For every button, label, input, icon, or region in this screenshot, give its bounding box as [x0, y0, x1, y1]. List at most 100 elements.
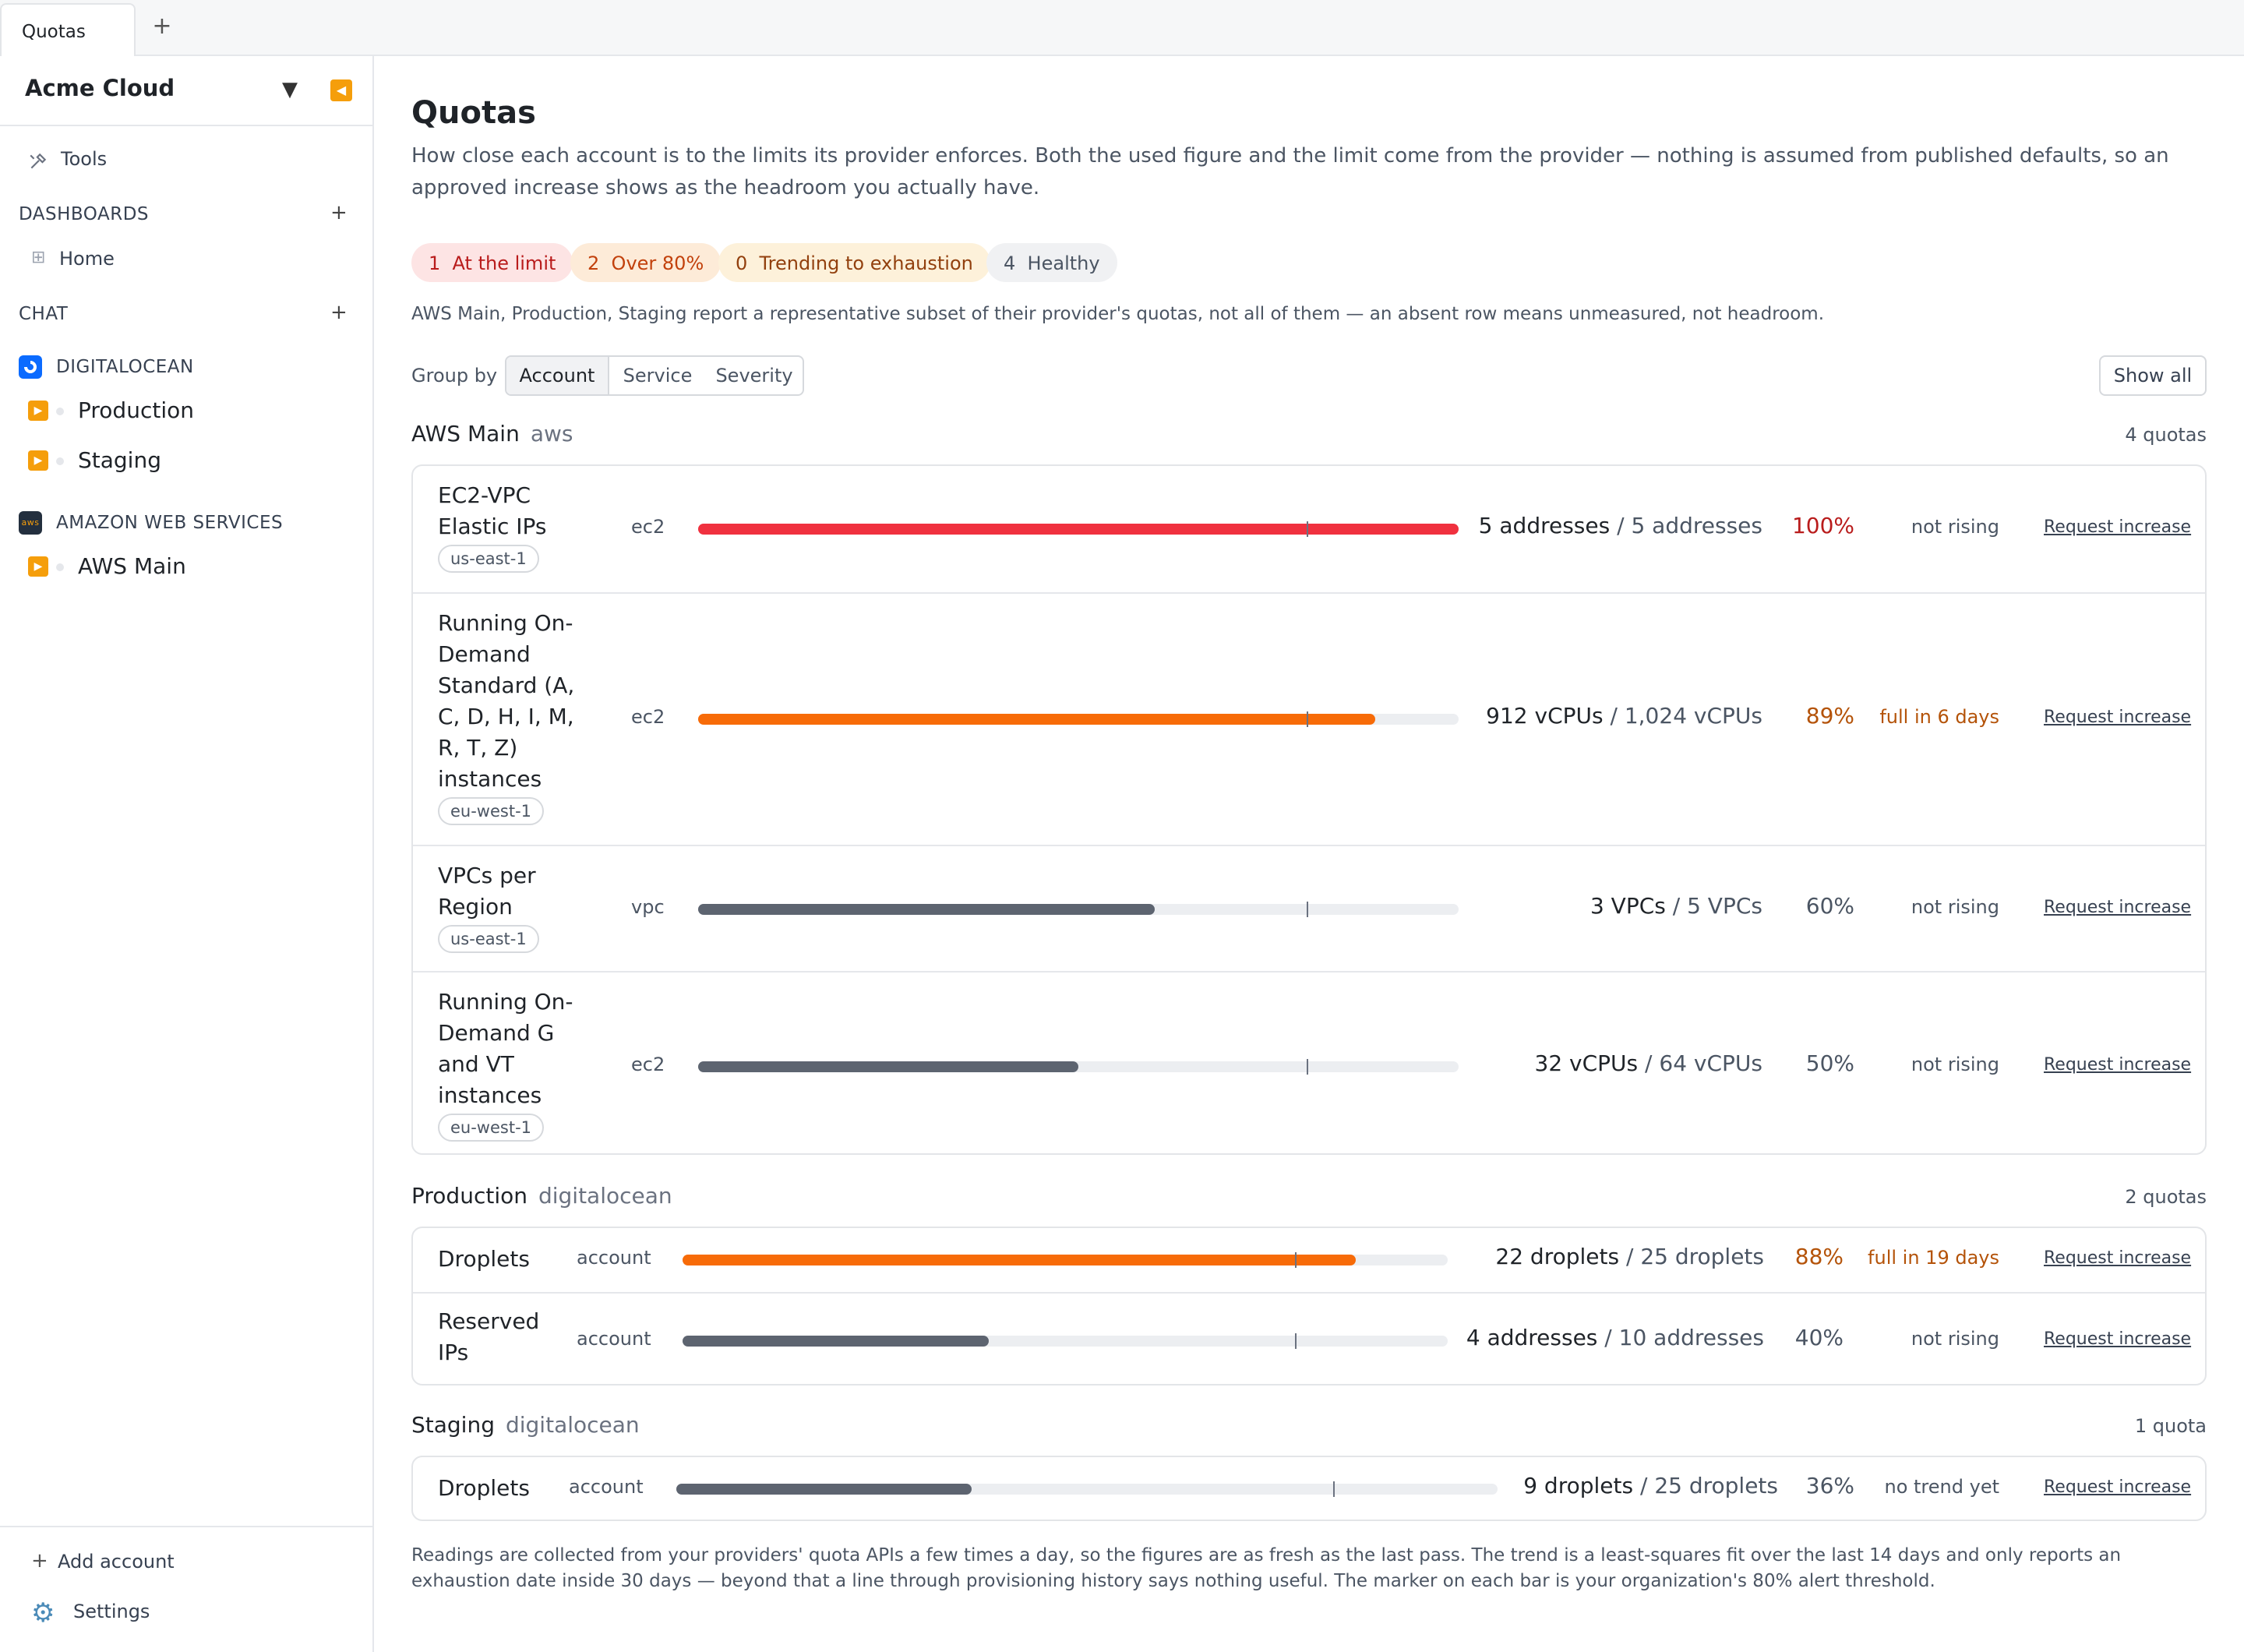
usage-text: 3 VPCs / 5 VPCs [1590, 893, 1762, 919]
usage-text: 912 vCPUs / 1,024 vCPUs [1486, 703, 1762, 729]
request-increase-link[interactable]: Request increase [2044, 708, 2192, 727]
quota-card-staging: Droplets account 9 droplets / 25 droplet… [411, 1456, 2207, 1521]
section-dashboards: DASHBOARDS [19, 204, 150, 224]
usage-bar [698, 1059, 1459, 1075]
aws-icon: aws [19, 511, 42, 535]
limit-value: 5 addresses [1631, 513, 1762, 538]
group-by-service[interactable]: Service [623, 365, 693, 387]
percent-value: 60% [1805, 893, 1854, 919]
chip-over-80[interactable]: 2 Over 80% [570, 243, 722, 282]
account-label: Staging [78, 447, 161, 473]
trend-value: not rising [1911, 1054, 1999, 1075]
used-value: 912 vCPUs [1486, 703, 1604, 729]
grid-icon: ⊞ [31, 248, 46, 267]
usage-text: 5 addresses / 5 addresses [1478, 513, 1762, 538]
group-by-segmented-control: Account Service Severity [505, 355, 804, 396]
provider-label: DIGITALOCEAN [56, 357, 194, 377]
account-aws-main[interactable]: ▶ AWS Main [28, 553, 340, 581]
usage-text: 4 addresses / 10 addresses [1466, 1325, 1764, 1350]
quota-name: Reserved IPs [438, 1308, 540, 1365]
service-label: account [577, 1328, 651, 1350]
service-label: vpc [631, 896, 665, 918]
group-header-staging: Staging digitalocean [411, 1412, 640, 1438]
request-increase-link[interactable]: Request increase [2044, 1329, 2192, 1349]
usage-bar-fill [698, 1061, 1078, 1072]
usage-bar-fill [698, 714, 1375, 725]
group-by-account[interactable]: Account [506, 357, 609, 394]
settings-button[interactable]: ⚙ Settings [31, 1597, 265, 1632]
trend-value: no trend yet [1884, 1476, 2000, 1498]
request-increase-link[interactable]: Request increase [2044, 1055, 2192, 1075]
trend-value: not rising [1911, 1328, 1999, 1350]
limit-value: 1,024 vCPUs [1624, 703, 1762, 729]
request-increase-link[interactable]: Request increase [2044, 898, 2192, 917]
show-all-button[interactable]: Show all [2099, 355, 2207, 396]
threshold-marker [1306, 902, 1308, 917]
usage-text: 32 vCPUs / 64 vCPUs [1534, 1050, 1762, 1076]
settings-label: Settings [73, 1601, 150, 1622]
usage-text: 9 droplets / 25 droplets [1523, 1473, 1778, 1498]
usage-bar-fill [698, 904, 1155, 915]
used-value: 3 VPCs [1590, 893, 1666, 919]
limit-value: 64 vCPUs [1659, 1050, 1762, 1076]
service-label: ec2 [631, 706, 665, 728]
group-count: 1 quota [2134, 1415, 2207, 1437]
limit-value: 5 VPCs [1687, 893, 1762, 919]
percent-value: 100% [1791, 513, 1854, 538]
chip-trending[interactable]: 0 Trending to exhaustion [718, 243, 990, 282]
percent-value: 40% [1794, 1325, 1844, 1350]
request-increase-link[interactable]: Request increase [2044, 517, 2192, 537]
usage-bar-fill [683, 1255, 1357, 1265]
chip-count: 2 [587, 252, 600, 274]
add-dashboard-button[interactable]: + [330, 201, 348, 224]
account-production[interactable]: ▶ Production [28, 397, 340, 425]
add-account-button[interactable]: + Add account [31, 1549, 265, 1577]
threshold-marker [1294, 1333, 1297, 1349]
new-tab-button[interactable]: + [152, 12, 172, 40]
collapse-sidebar-icon[interactable]: ◀ [330, 79, 352, 101]
group-provider: digitalocean [538, 1183, 672, 1209]
limit-value: 10 addresses [1618, 1325, 1764, 1350]
request-increase-link[interactable]: Request increase [2044, 1477, 2192, 1497]
divider [0, 1526, 372, 1527]
chip-count: 4 [1004, 252, 1016, 274]
used-value: 4 addresses [1466, 1325, 1598, 1350]
limit-value: 25 droplets [1640, 1244, 1764, 1269]
account-label: AWS Main [78, 553, 186, 579]
tab-quotas[interactable]: Quotas [0, 3, 136, 56]
chip-healthy[interactable]: 4 Healthy [986, 243, 1117, 282]
quota-name: Droplets [438, 1246, 530, 1272]
region-tag: eu-west-1 [438, 1114, 545, 1142]
account-play-icon: ▶ [28, 401, 48, 421]
group-provider: digitalocean [505, 1412, 640, 1438]
status-dot [56, 408, 64, 415]
account-play-icon: ▶ [28, 450, 48, 471]
digitalocean-icon [19, 355, 42, 379]
provider-digitalocean[interactable]: DIGITALOCEAN [19, 355, 362, 382]
account-staging[interactable]: ▶ Staging [28, 447, 340, 475]
group-provider: aws [530, 421, 573, 447]
usage-bar [683, 1252, 1448, 1268]
provider-aws[interactable]: aws AMAZON WEB SERVICES [19, 511, 362, 538]
org-switcher-caret-icon[interactable]: ▼ [282, 78, 298, 101]
divider [0, 125, 372, 126]
quota-name-text: EC2-VPC Elastic IPs [438, 482, 547, 539]
add-chat-button[interactable]: + [330, 301, 348, 324]
plus-icon: + [31, 1549, 48, 1573]
group-by-severity[interactable]: Severity [715, 365, 793, 387]
trend-value: full in 19 days [1868, 1247, 1999, 1269]
used-value: 9 droplets [1523, 1473, 1634, 1498]
quota-name-text: Running On-Demand G and VT instances [438, 989, 573, 1108]
chip-at-limit[interactable]: 1 At the limit [411, 243, 573, 282]
group-account: AWS Main [411, 421, 520, 447]
page-description: How close each account is to the limits … [411, 144, 2169, 199]
provider-label: AMAZON WEB SERVICES [56, 513, 284, 533]
tools-icon [30, 153, 47, 169]
org-name[interactable]: Acme Cloud [25, 75, 175, 101]
trend-value: not rising [1911, 516, 1999, 538]
sidebar: Acme Cloud ▼ ◀ Tools DASHBOARDS + ⊞ Home… [0, 56, 374, 1652]
request-increase-link[interactable]: Request increase [2044, 1248, 2192, 1268]
table-row: Reserved IPs account 4 addresses / 10 ad… [413, 1292, 2205, 1384]
tab-label: Quotas [22, 22, 86, 42]
group-header-production: Production digitalocean [411, 1183, 672, 1209]
